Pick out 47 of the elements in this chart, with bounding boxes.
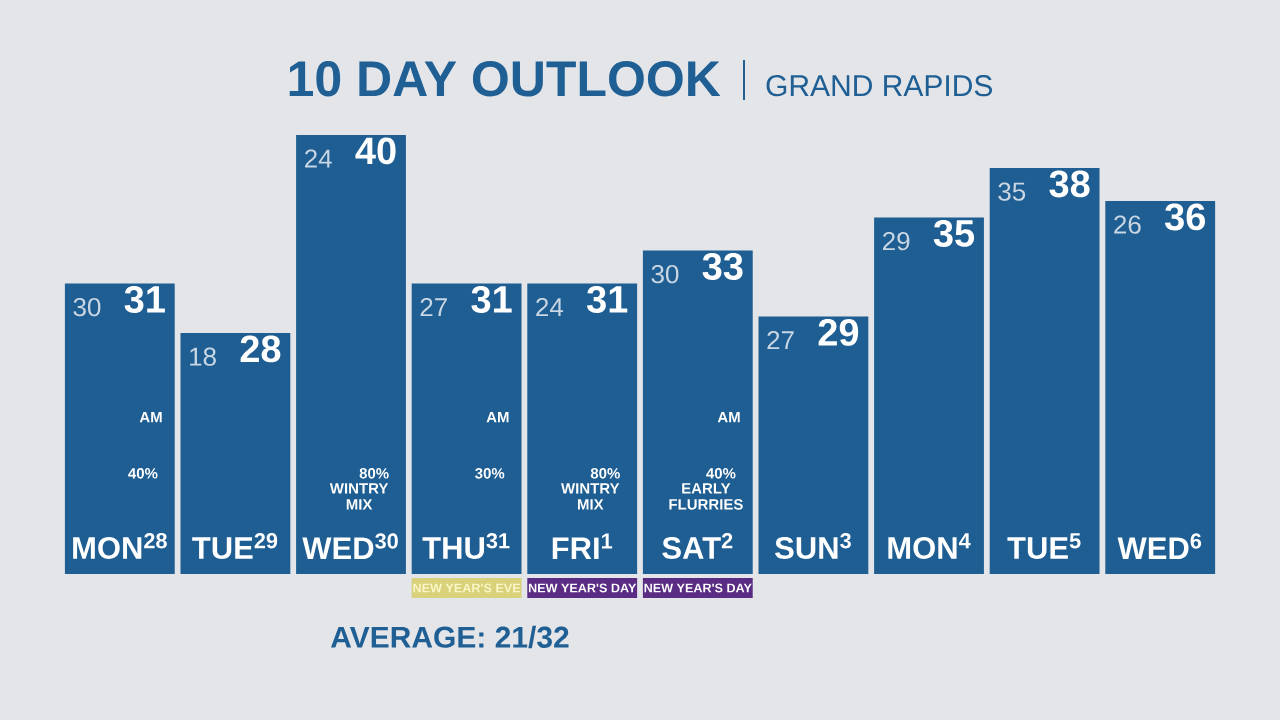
data-label: 36 <box>1164 203 1205 231</box>
x-tick-label: MON$^{28}$ <box>73 533 167 559</box>
annotation: 24 <box>536 297 564 317</box>
data-label: 33 <box>702 252 743 280</box>
x-tick-label: FRI$^{1}$ <box>552 533 613 559</box>
annotation: 24 <box>305 149 332 168</box>
chart-subtitle: GRAND RAPIDS <box>766 75 993 97</box>
text: AVERAGE: 21/32 <box>330 625 569 649</box>
text: NEW YEAR'S DAY <box>644 583 752 593</box>
x-tick-label: WED$^{30}$ <box>302 533 398 559</box>
x-tick-label: MON$^{4}$ <box>888 533 971 559</box>
annotation: 40% <box>128 468 158 479</box>
data-label: 28 <box>240 335 281 363</box>
annotation: 27 <box>420 297 447 317</box>
annotation: 29 <box>883 231 910 251</box>
text: NEW YEAR'S DAY <box>528 583 637 593</box>
x-tick-label: TUE$^{29}$ <box>192 533 278 559</box>
annotation: WINTRY MIX <box>561 483 620 510</box>
data-label: 31 <box>586 285 628 313</box>
annotation: 40% <box>706 468 736 479</box>
x-tick-label: SAT$^{2}$ <box>662 533 733 559</box>
data-label: 31 <box>471 285 512 313</box>
x-tick-label: SUN$^{3}$ <box>775 533 851 559</box>
data-label: 31 <box>124 285 165 313</box>
text: NEW YEAR'S EVE <box>413 583 521 593</box>
annotation: AM <box>717 412 740 423</box>
annotation: EARLY FLURRIES <box>669 483 743 510</box>
data-label: 38 <box>1049 170 1090 198</box>
annotation: 18 <box>190 347 216 366</box>
x-tick-label: TUE$^{5}$ <box>1007 533 1081 559</box>
data-label: 40 <box>355 137 396 165</box>
annotation: AM <box>139 412 162 423</box>
x-tick-label: THU$^{31}$ <box>422 533 510 559</box>
data-label: 35 <box>933 219 975 247</box>
annotation: 30% <box>475 468 505 479</box>
annotation: WINTRY MIX <box>329 483 389 510</box>
annotation: 26 <box>1114 215 1141 234</box>
annotation: 80% <box>359 468 389 479</box>
annotation: AM <box>486 412 509 423</box>
x-tick-label: WED$^{6}$ <box>1117 533 1202 559</box>
chart-title: 10 DAY OUTLOOK <box>289 61 721 97</box>
annotation: 80% <box>590 468 620 479</box>
annotation: 27 <box>767 330 794 350</box>
annotation: 35 <box>998 182 1026 201</box>
annotation: 30 <box>651 264 679 284</box>
annotation: 30 <box>73 297 101 317</box>
data-label: 29 <box>818 318 859 346</box>
